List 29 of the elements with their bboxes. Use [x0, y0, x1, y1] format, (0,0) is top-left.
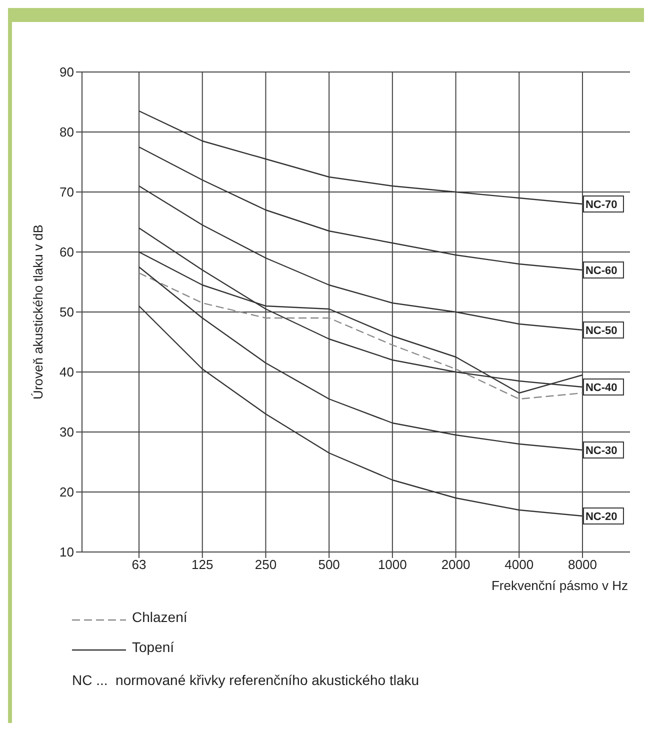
series-label: NC-60: [585, 265, 618, 277]
x-tick-label: 2000: [441, 557, 470, 572]
x-tick-label: 1000: [378, 557, 407, 572]
y-tick-label: 50: [60, 304, 74, 320]
series-label: NC-40: [585, 382, 618, 394]
text: NC ... normované křivky referenčního akustického tlaku: [72, 672, 420, 688]
x-tick-label: 500: [318, 557, 340, 572]
series-label: NC-30: [585, 445, 618, 457]
y-tick-label: 30: [60, 424, 74, 440]
y-tick-label: 90: [60, 64, 74, 80]
x-tick-label: 125: [192, 557, 214, 572]
line-series: [138, 272, 584, 400]
y-tick-label: 40: [60, 364, 74, 380]
series-label: NC-70: [585, 199, 618, 211]
x-axis-title: Frekvenční pásmo v Hz: [491, 578, 628, 593]
x-tick-label: 8000: [568, 557, 597, 572]
x-tick-label: 250: [254, 557, 277, 572]
legend-label: Chlazení: [132, 609, 188, 625]
series-label: NC-20: [585, 511, 618, 523]
x-tick-label: 4000: [504, 557, 534, 572]
x-tick-label: 63: [132, 557, 146, 572]
y-tick-label: 20: [60, 484, 74, 500]
legend-label: Topení: [132, 639, 174, 655]
y-tick-label: 10: [60, 544, 74, 560]
y-tick-label: 70: [60, 184, 74, 200]
series-label: NC-50: [585, 325, 618, 337]
y-tick-label: 80: [60, 124, 74, 140]
y-axis-title: Úroveň akustického tlaku v dB: [30, 224, 46, 400]
y-tick-label: 60: [60, 244, 74, 260]
